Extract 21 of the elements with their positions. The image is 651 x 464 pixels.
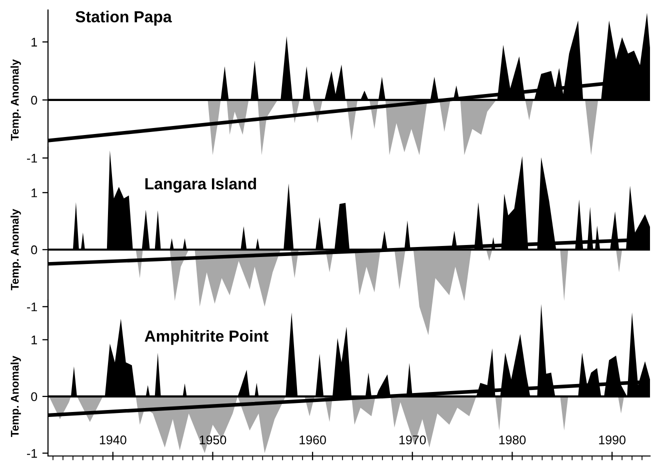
y-tick-label: 0 [31, 245, 38, 254]
y-tick-label: 1 [32, 188, 37, 198]
y-tick-label: 1 [32, 38, 37, 46]
y-axis-title: Temp. Anomaly [10, 59, 21, 141]
y-tick-label: 1 [32, 336, 37, 344]
text: Langara Island [145, 178, 256, 193]
y-tick-label: -1 [27, 449, 37, 458]
y-tick-label: 0 [31, 96, 38, 105]
x-tick-label: 1940 [100, 435, 126, 444]
x-tick-label: 1950 [200, 435, 226, 444]
text: Amphitrite Point [144, 330, 268, 345]
x-tick-label: 1970 [399, 435, 426, 444]
x-tick-label: 1960 [300, 435, 326, 444]
y-axis-title: Temp. Anomaly [10, 356, 21, 438]
x-tick-label: 1990 [599, 435, 626, 444]
y-axis-title: Temp. Anomaly [10, 208, 21, 290]
x-tick-label: 1980 [499, 435, 526, 444]
chart-title: Station Papa [76, 10, 172, 26]
y-tick-label: 0 [31, 392, 38, 402]
y-tick-label: -1 [27, 302, 37, 312]
y-tick-label: -1 [27, 154, 37, 163]
